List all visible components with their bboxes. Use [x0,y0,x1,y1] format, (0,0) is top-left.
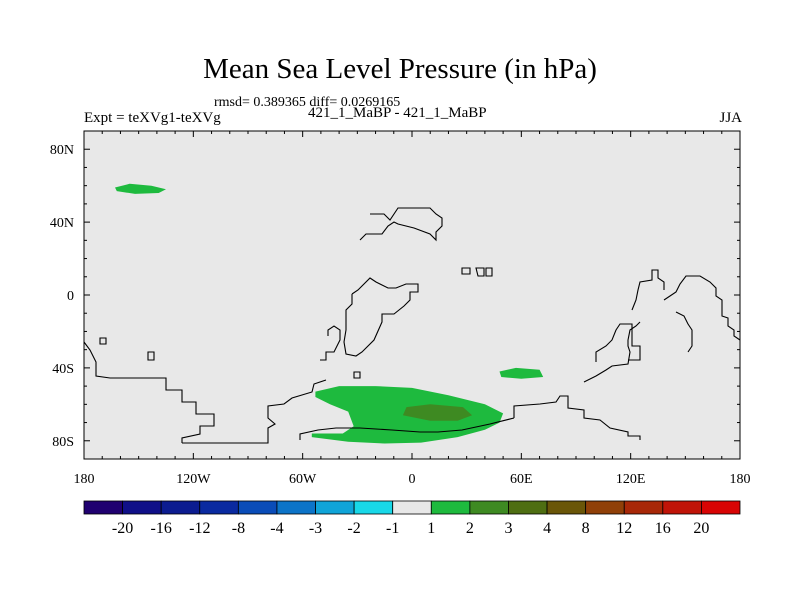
colorbar-swatch [508,500,548,515]
colorbar-swatch [315,500,355,515]
colorbar-swatch [199,500,239,515]
anomaly-regions [115,183,544,444]
colorbar-label: -1 [386,520,399,537]
y-tick-label: 80S [52,435,74,450]
axis-ticks: 180 120W 60W 0 60E 120E 180 80N 40N 0 40S 80S [50,131,751,487]
colorbar-label: -3 [309,520,322,537]
x-tick-label: 180 [74,472,95,487]
colorbar-label: -20 [112,520,133,537]
colorbar-swatch [662,500,702,515]
y-tick-label: 0 [67,289,74,304]
region-north-pacific-positive [115,183,166,194]
colorbar-swatch [353,500,394,515]
region-south-atlantic-core [402,404,473,421]
colorbar-swatch [469,500,509,515]
colorbar-label: 1 [427,520,435,537]
region-south-indian-positive [499,367,544,379]
colorbar-label: 20 [693,520,709,537]
colorbar-swatch [546,500,587,515]
colorbar-label: -12 [189,520,210,537]
colorbar-label: 12 [616,520,632,537]
antarctic-peninsula-coastline [182,379,327,444]
x-tick-label: 0 [409,472,416,487]
island-a-outline [99,337,107,345]
colorbar-label: -4 [270,520,283,537]
y-tick-label: 40N [50,216,74,231]
x-tick-label: 120E [616,472,646,487]
colorbar-label: 2 [466,520,474,537]
new-guinea-coastline [631,269,665,311]
run-subtitle: 421_1_MaBP - 421_1_MaBP [308,105,487,121]
colorbar-swatch [430,500,471,515]
statistics-label: rmsd= 0.389365 diff= 0.0269165 [214,95,401,110]
colorbar-swatch [276,500,316,515]
east-antarctica-coastline [513,395,641,440]
antarctica-coastline [83,341,215,443]
coastline-outlines [83,207,741,444]
colorbar: -20 -16 -12 -8 -4 -3 -2 -1 1 2 3 4 8 12 16 20 [83,500,741,537]
africa-coastline [359,207,443,242]
x-tick-label: 120W [176,472,211,487]
south-america-coastline [320,325,341,361]
colorbar-label: 8 [582,520,590,537]
colorbar-swatch [392,500,432,515]
colorbar-label: 4 [543,520,551,537]
island-e-outline [353,371,361,379]
africa-west-coastline [343,277,419,357]
x-tick-label: 60E [510,472,533,487]
colorbar-swatch [237,500,278,515]
y-tick-label: 40S [52,362,74,377]
x-tick-label: 60W [289,472,317,487]
chart-title: Mean Sea Level Pressure (in hPa) [203,53,597,85]
colorbar-label: 16 [655,520,671,537]
colorbar-swatch [83,500,123,515]
colorbar-label: -2 [347,520,360,537]
indochina-coastline [675,311,693,353]
colorbar-label: 3 [505,520,513,537]
x-tick-label: 180 [730,472,751,487]
colorbar-label: -16 [151,520,172,537]
colorbar-swatch [122,500,162,515]
colorbar-swatch [623,500,664,515]
asia-east-coastline [663,275,741,341]
borneo-coastline [595,323,641,362]
island-c-outline [461,267,471,275]
colorbar-label: -8 [232,520,245,537]
y-tick-label: 80N [50,143,74,158]
island-d-outline [475,267,493,277]
experiment-label: Expt = teXVg1-teXVg [84,110,221,126]
ross-weddell-coastline [299,417,515,440]
colorbar-swatch [585,500,625,515]
colorbar-swatch [160,500,201,515]
colorbar-swatch [701,500,741,515]
season-label: JJA [719,110,742,126]
island-b-outline [147,351,155,361]
